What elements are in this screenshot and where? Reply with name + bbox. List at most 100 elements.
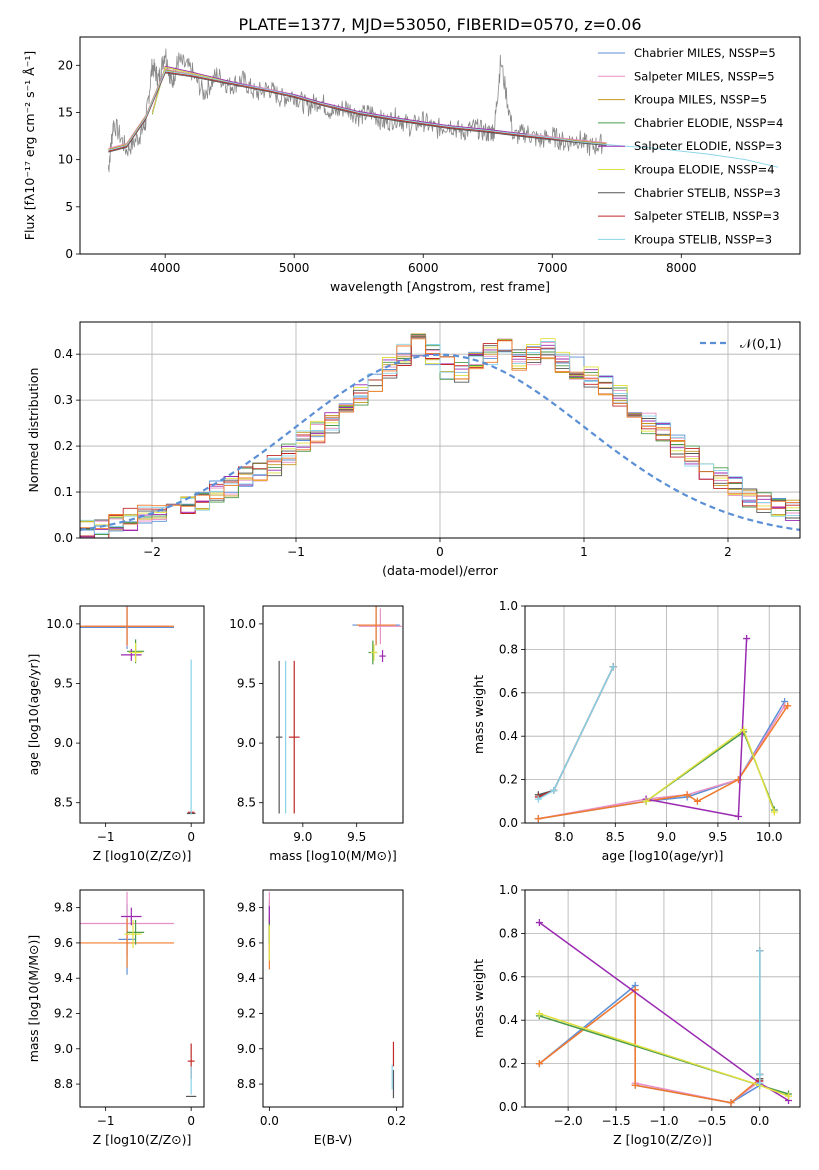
x-tick-label: 0: [436, 545, 444, 559]
x-axis-label: Z [log10(Z/Z⊙)]: [93, 1132, 192, 1147]
y-tick-label: 0.2: [499, 773, 518, 787]
legend-entry: Salpeter STELIB, NSSP=3: [634, 209, 780, 223]
x-tick-label: 5000: [279, 261, 310, 275]
figure: PLATE=1377, MJD=53050, FIBERID=0570, z=0…: [0, 0, 819, 1170]
x-tick-label: 9.0: [293, 830, 312, 844]
x-tick-label: 4000: [150, 261, 181, 275]
y-tick-label: 0.2: [54, 439, 73, 453]
y-tick-label: 0.6: [499, 970, 518, 984]
y-tick-label: 9.4: [54, 971, 73, 985]
x-tick-label: −1.5: [601, 1114, 630, 1128]
x-tick-label: −1: [287, 545, 305, 559]
y-tick-label: 0.3: [54, 393, 73, 407]
x-axis-label: Z [log10(Z/Z⊙)]: [613, 1132, 712, 1147]
x-tick-label: 9.5: [347, 830, 366, 844]
y-tick-label: 9.4: [237, 971, 256, 985]
y-tick-label: 0.1: [54, 485, 73, 499]
y-tick-label: 15: [58, 105, 73, 119]
legend-entry: Salpeter MILES, NSSP=5: [634, 69, 775, 83]
x-tick-label: 1: [580, 545, 588, 559]
y-tick-label: 9.8: [54, 901, 73, 915]
y-tick-label: 0.0: [499, 816, 518, 830]
y-tick-label: 5: [65, 200, 73, 214]
x-axis-label: E(B-V): [314, 1132, 353, 1147]
x-tick-label: −2: [143, 545, 161, 559]
y-tick-label: 9.2: [237, 1006, 256, 1020]
y-tick-label: 9.2: [54, 1006, 73, 1020]
x-tick-label: 0.0: [260, 1114, 279, 1128]
y-tick-label: 1.0: [499, 599, 518, 613]
mass_vs_ebv-panel: 0.0 0.28.89.09.29.49.69.8E(B-V): [237, 890, 406, 1147]
y-tick-label: 9.0: [237, 736, 256, 750]
y-tick-label: 9.5: [54, 677, 73, 691]
errorbar-point-4: [379, 650, 385, 662]
y-tick-label: 0.8: [499, 642, 518, 656]
age_vs_z-panel: −1 08.59.09.510.0Z [log10(Z/Z⊙)]age [log1…: [26, 606, 204, 863]
figure-title: PLATE=1377, MJD=53050, FIBERID=0570, z=0…: [238, 15, 641, 34]
weight-marker: [756, 1071, 763, 1078]
mass_vs_z-panel: −1 08.89.09.29.49.69.8Z [log10(Z/Z⊙)]mass…: [26, 890, 204, 1147]
errorbar-point-7: [289, 661, 300, 814]
y-tick-label: 10.0: [46, 617, 73, 631]
y-axis-label: Normed distribution: [26, 368, 41, 493]
y-axis-label: Flux [fλ10⁻¹⁷ erg cm⁻² s⁻¹ Å⁻¹]: [22, 51, 37, 240]
x-tick-label: 6000: [408, 261, 439, 275]
x-tick-label: −1.0: [649, 1114, 678, 1128]
weight-line-7: [538, 667, 613, 797]
legend-entry: Chabrier ELODIE, NSSP=4: [634, 116, 783, 130]
y-axis-label: mass weight: [471, 675, 486, 754]
y-axis-label: age [log10(age/yr)]: [26, 654, 41, 776]
x-axis-label: mass [log10(M/M⊙)]: [269, 848, 397, 863]
legend-entry: Salpeter ELODIE, NSSP=3: [634, 139, 782, 153]
y-tick-label: 0.0: [499, 1100, 518, 1114]
weight-marker: [735, 813, 742, 820]
age_vs_mass-panel: 9.0 9.5 8.5 9.0 9.5 10.0 mass [log10(M/M⊙)]: [229, 605, 403, 863]
y-tick-label: 9.6: [237, 936, 256, 950]
y-tick-label: 10: [58, 153, 73, 167]
legend-entry: Kroupa ELODIE, NSSP=4: [634, 163, 775, 177]
y-tick-label: 9.8: [237, 901, 256, 915]
y-tick-label: 0.0: [54, 531, 73, 545]
legend-entry: Chabrier MILES, NSSP=5: [634, 46, 776, 60]
y-tick-label: 0.4: [54, 347, 73, 361]
x-tick-label: −0.5: [697, 1114, 726, 1128]
y-tick-label: 0: [65, 247, 73, 261]
weight-marker: [743, 635, 750, 642]
errorbar-point-2: [80, 918, 174, 967]
y-axis-label: mass weight: [471, 959, 486, 1038]
y-tick-label: 8.5: [237, 796, 256, 810]
y-tick-label: 0.6: [499, 686, 518, 700]
legend-entry: Kroupa STELIB, NSSP=3: [634, 232, 772, 246]
y-axis-label: mass [log10(M/M⊙)]: [26, 935, 41, 1063]
mass_vs_ebv-plot-area: [269, 892, 393, 1098]
y-tick-label: 1.0: [499, 883, 518, 897]
errorbar-point-2: [357, 605, 396, 646]
legend-entry: Chabrier STELIB, NSSP=3: [634, 186, 781, 200]
y-tick-label: 20: [58, 58, 73, 72]
legend-entry: 𝒩(0,1): [740, 336, 782, 351]
x-tick-label: 10.0: [756, 830, 783, 844]
errorbar-point-4: [121, 908, 142, 926]
observed-spectrum-line: [108, 49, 603, 172]
x-axis-label: age [log10(age/yr)]: [602, 848, 724, 863]
axes-frame: [263, 890, 403, 1107]
axes-frame: [80, 606, 204, 823]
x-tick-label: 2: [724, 545, 732, 559]
legend-entry: Kroupa MILES, NSSP=5: [634, 93, 767, 107]
axes-frame: [263, 606, 403, 823]
errorbar-point-2: [80, 607, 174, 645]
weight_vs_age-panel: 8.0 8.5 9.0 9.5 10.00.00.20.40.60.81.0age [l…: [471, 599, 800, 863]
y-tick-label: 8.5: [54, 796, 73, 810]
y-tick-label: 10.0: [229, 617, 256, 631]
y-tick-label: 9.6: [54, 936, 73, 950]
weight_vs_z-panel: −2.0 −1.5 −1.0 −0.5 0.00.00.20.40.60.81.0Z […: [471, 883, 800, 1147]
errorbar-point-5: [371, 644, 377, 661]
x-tick-label: 7000: [537, 261, 568, 275]
x-tick-label: −1: [97, 1114, 115, 1128]
x-tick-label: 0.2: [387, 1114, 406, 1128]
weight-marker: [550, 787, 557, 794]
errorbar-point-6: [276, 661, 282, 814]
mass_vs_z-plot-area: [80, 892, 196, 1097]
weight-marker: [756, 947, 763, 954]
y-tick-label: 0.4: [499, 1013, 518, 1027]
